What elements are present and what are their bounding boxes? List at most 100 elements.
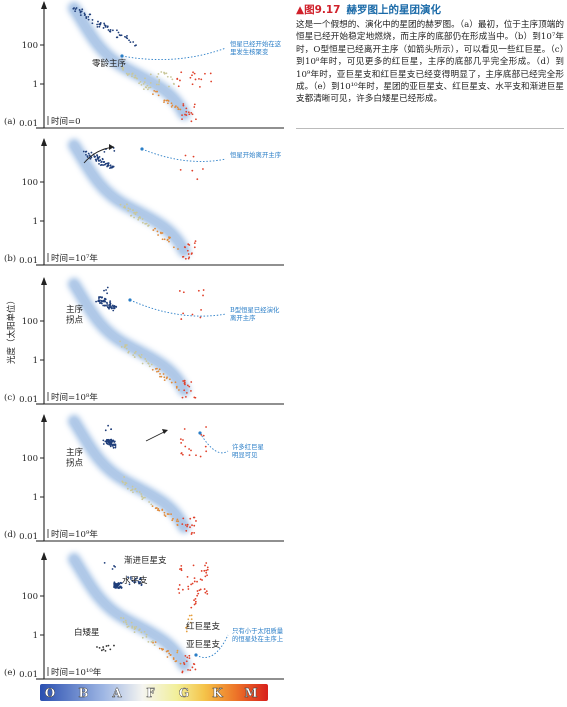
star-point [178, 592, 180, 594]
annotation-note: 里发生核聚变 [230, 47, 269, 56]
star-point [111, 306, 113, 308]
star-point [142, 363, 144, 365]
star-point [194, 103, 196, 105]
star-point [191, 533, 193, 535]
star-point [182, 454, 184, 456]
star-point [150, 73, 152, 75]
star-point [134, 488, 136, 490]
star-point [116, 29, 118, 31]
diagram-label: 水平支 [122, 575, 148, 586]
star-point [177, 248, 179, 250]
panel-c: 10010.01(c) 时间=10⁸年主序拐点B型恒星已经演化离开主序 [4, 277, 284, 405]
star-point [162, 232, 164, 234]
arrow-head-icon [162, 429, 168, 434]
star-point [196, 178, 198, 180]
star-point [123, 617, 125, 619]
star-point [131, 73, 133, 75]
star-point [176, 518, 178, 520]
annotation-anchor [140, 147, 143, 150]
time-label: 时间=10¹⁰年 [51, 667, 102, 678]
star-point [182, 589, 184, 591]
star-point [158, 370, 160, 372]
star-point [143, 83, 145, 85]
star-point [183, 256, 185, 258]
star-point [182, 105, 184, 107]
star-point [107, 26, 109, 28]
star-point [74, 10, 76, 12]
star-point [187, 669, 189, 671]
star-point [204, 588, 206, 590]
star-point [97, 26, 99, 28]
star-point [173, 246, 175, 248]
star-point [135, 77, 137, 79]
y-tick-label: 1 [33, 631, 38, 641]
star-point [81, 8, 83, 10]
star-point [127, 352, 129, 354]
star-point [160, 232, 162, 234]
star-point [134, 356, 136, 358]
star-point [194, 517, 196, 519]
star-point [105, 298, 107, 300]
star-point [182, 103, 184, 105]
star-point [99, 296, 101, 298]
star-point [166, 72, 168, 74]
star-point [195, 240, 197, 242]
star-point [124, 484, 126, 486]
star-point [195, 598, 197, 600]
star-point [112, 440, 114, 442]
star-point [138, 82, 140, 84]
star-point [156, 91, 158, 93]
star-point [182, 397, 184, 399]
star-point [80, 11, 82, 13]
star-point [177, 108, 179, 110]
star-point [151, 364, 153, 366]
star-point [121, 346, 123, 348]
star-point [180, 442, 182, 444]
star-point [128, 39, 130, 41]
star-point [132, 41, 134, 43]
star-point [143, 88, 145, 90]
star-point [150, 87, 152, 89]
star-point [108, 440, 110, 442]
spectral-class-label: M [244, 686, 257, 700]
star-point [144, 81, 146, 83]
star-point [168, 237, 170, 239]
star-point [194, 73, 196, 75]
star-point [120, 204, 122, 206]
star-point [183, 291, 185, 293]
star-point [184, 428, 186, 430]
star-point [108, 645, 110, 647]
star-point [164, 379, 166, 381]
star-point [195, 601, 197, 603]
annotation-note: 恒星开始离开主序 [230, 150, 282, 159]
star-point [158, 79, 160, 81]
caption: ▲图9.17 赫罗图上的星团演化 这是一个假想的、演化中的星团的赫罗图。（a）最初… [296, 2, 564, 106]
star-point [167, 76, 169, 78]
star-point [123, 621, 125, 623]
star-point [152, 640, 154, 642]
star-point [142, 497, 144, 499]
star-point [152, 642, 154, 644]
star-point [102, 158, 104, 160]
star-point [187, 524, 189, 526]
star-point [176, 387, 178, 389]
star-point [84, 12, 86, 14]
star-point [101, 164, 103, 166]
star-point [177, 524, 179, 526]
y-axis-arrow-icon [41, 414, 47, 422]
star-point [205, 426, 207, 428]
star-point [144, 497, 146, 499]
caption-divider [296, 128, 564, 129]
spectral-class-label: O [45, 686, 55, 700]
star-point [111, 167, 113, 169]
panel-a: 10010.01(a) 时间=0零龄主序恒星已经开始在这里发生核聚变 [4, 1, 284, 129]
star-point [177, 650, 179, 652]
star-point [113, 447, 115, 449]
time-label: 时间=0 [51, 116, 81, 127]
star-point [113, 565, 115, 567]
star-point [178, 588, 180, 590]
star-point [188, 588, 190, 590]
annotation-anchor [128, 298, 131, 301]
star-point [132, 486, 134, 488]
star-point [198, 589, 200, 591]
